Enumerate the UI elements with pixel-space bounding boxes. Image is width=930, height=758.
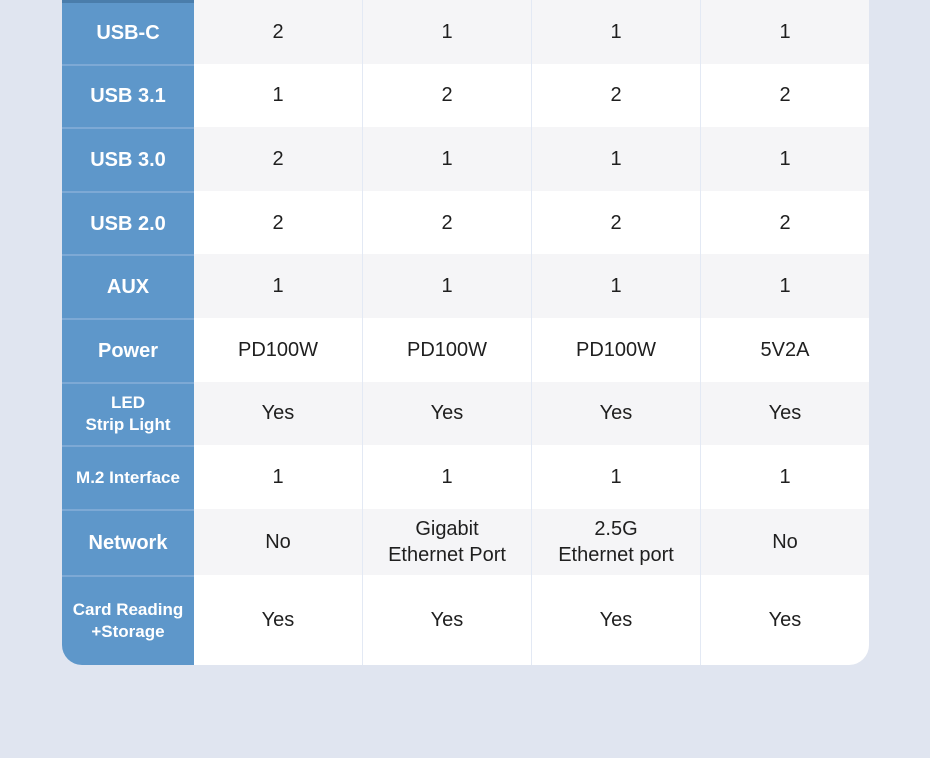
- table-row: USB 3.0 2 1 1 1: [62, 127, 869, 191]
- table-row: USB 3.1 1 2 2 2: [62, 63, 869, 128]
- spec-value: Yes: [362, 381, 531, 446]
- spec-value: 2: [362, 63, 531, 128]
- spec-label: Power: [62, 317, 194, 382]
- spec-value: 1: [531, 0, 700, 64]
- spec-label: AUX: [62, 254, 194, 318]
- spec-label: USB 3.0: [62, 127, 194, 191]
- spec-label: Card Reading +Storage: [62, 574, 194, 665]
- spec-label: USB 2.0: [62, 190, 194, 255]
- spec-value: 2: [531, 63, 700, 128]
- spec-value: No: [194, 508, 362, 575]
- spec-value: Yes: [700, 381, 869, 446]
- spec-value: PD100W: [194, 317, 362, 382]
- table-row: Network No Gigabit Ethernet Port 2.5G Et…: [62, 508, 869, 575]
- spec-value: 1: [700, 127, 869, 191]
- spec-value: Yes: [362, 574, 531, 665]
- spec-value: Yes: [531, 381, 700, 446]
- table-row: Card Reading +Storage Yes Yes Yes Yes: [62, 574, 869, 665]
- table-row: AUX 1 1 1 1: [62, 254, 869, 318]
- spec-value: 2.5G Ethernet port: [531, 508, 700, 575]
- spec-value: 2: [700, 190, 869, 255]
- spec-value: No: [700, 508, 869, 575]
- spec-value: 1: [531, 254, 700, 318]
- comparison-table: USB-C 2 1 1 1 USB 3.1 1 2 2 2 USB 3.0 2 …: [62, 0, 869, 665]
- spec-value: Yes: [700, 574, 869, 665]
- spec-value: 2: [700, 63, 869, 128]
- spec-value: 1: [700, 445, 869, 509]
- spec-label: USB-C: [62, 0, 194, 64]
- table-row: LED Strip Light Yes Yes Yes Yes: [62, 381, 869, 446]
- spec-value: 1: [362, 254, 531, 318]
- spec-value: 1: [194, 63, 362, 128]
- spec-value: Yes: [531, 574, 700, 665]
- table-row: Power PD100W PD100W PD100W 5V2A: [62, 317, 869, 382]
- spec-value: 2: [531, 190, 700, 255]
- spec-value: 2: [194, 190, 362, 255]
- spec-value: 2: [194, 127, 362, 191]
- spec-label: USB 3.1: [62, 63, 194, 128]
- spec-value: 1: [700, 0, 869, 64]
- spec-value: 1: [362, 127, 531, 191]
- spec-value: Yes: [194, 574, 362, 665]
- spec-label: LED Strip Light: [62, 381, 194, 446]
- spec-label: Network: [62, 508, 194, 575]
- spec-value: 1: [194, 445, 362, 509]
- spec-value: 2: [194, 0, 362, 64]
- spec-value: 1: [531, 445, 700, 509]
- spec-value: Gigabit Ethernet Port: [362, 508, 531, 575]
- spec-value: 1: [531, 127, 700, 191]
- spec-label: M.2 Interface: [62, 445, 194, 509]
- spec-value: Yes: [194, 381, 362, 446]
- spec-value: 1: [362, 445, 531, 509]
- table-row: USB 2.0 2 2 2 2: [62, 190, 869, 255]
- table-row: M.2 Interface 1 1 1 1: [62, 445, 869, 509]
- table-row: USB-C 2 1 1 1: [62, 0, 869, 64]
- spec-value: PD100W: [531, 317, 700, 382]
- spec-value: 5V2A: [700, 317, 869, 382]
- spec-value: 1: [362, 0, 531, 64]
- spec-value: 1: [194, 254, 362, 318]
- spec-value: PD100W: [362, 317, 531, 382]
- spec-value: 1: [700, 254, 869, 318]
- spec-value: 2: [362, 190, 531, 255]
